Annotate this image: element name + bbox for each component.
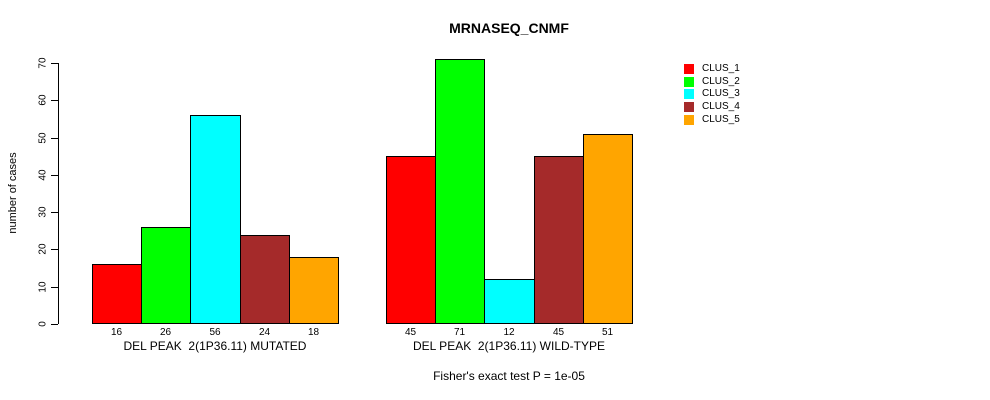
y-tick-label: 50	[37, 132, 49, 144]
y-tick	[51, 175, 58, 176]
y-tick-label: 40	[37, 169, 49, 181]
legend-item: CLUS_1	[684, 63, 740, 74]
bar-value-label: 16	[110, 327, 123, 338]
bar-value-label: 71	[453, 327, 466, 338]
bar-value-label: 51	[601, 327, 614, 338]
y-tick	[51, 138, 58, 139]
category-label-group1: DEL PEAK 2(1P36.11) MUTATED	[123, 339, 307, 353]
legend-label: CLUS_2	[702, 76, 740, 87]
legend-item: CLUS_4	[684, 101, 740, 112]
legend-item: CLUS_5	[684, 114, 740, 125]
legend-label: CLUS_1	[702, 63, 740, 74]
category-label-group2: DEL PEAK 2(1P36.11) WILD-TYPE	[412, 339, 606, 353]
y-tick	[51, 324, 58, 325]
bar-clus_3-group2	[484, 279, 535, 324]
legend-swatch	[684, 88, 694, 99]
chart-title: MRNASEQ_CNMF	[449, 20, 569, 36]
fisher-test-annotation: Fisher's exact test P = 1e-05	[433, 369, 585, 383]
y-tick-label: 20	[37, 243, 49, 255]
bar-clus_1-group1	[92, 264, 142, 324]
y-tick-label: 30	[37, 206, 49, 218]
bar-clus_5-group2	[583, 134, 633, 324]
legend-item: CLUS_3	[684, 88, 740, 99]
y-tick	[51, 212, 58, 213]
y-tick	[51, 100, 58, 101]
bar-value-label: 45	[404, 327, 417, 338]
legend-swatch	[684, 76, 694, 87]
legend-item: CLUS_2	[684, 76, 740, 87]
bar-value-label: 24	[258, 327, 271, 338]
bar-clus_5-group1	[289, 257, 339, 324]
bar-clus_4-group2	[534, 156, 584, 324]
y-tick	[51, 287, 58, 288]
legend-swatch	[684, 63, 694, 74]
legend-swatch	[684, 101, 694, 112]
legend-label: CLUS_3	[702, 88, 740, 99]
bar-value-label: 12	[503, 327, 515, 338]
bar-value-label: 45	[552, 327, 565, 338]
y-tick	[51, 249, 58, 250]
y-tick-label: 60	[37, 94, 49, 106]
legend-label: CLUS_5	[702, 114, 740, 125]
legend-swatch	[684, 114, 694, 125]
bar-value-label: 26	[159, 327, 172, 338]
bar-clus_4-group1	[240, 235, 290, 324]
bar-value-label: 18	[307, 327, 320, 338]
bar-value-label: 56	[209, 327, 221, 338]
legend-label: CLUS_4	[702, 101, 740, 112]
bar-clus_2-group2	[435, 59, 485, 324]
y-axis-line	[58, 63, 59, 324]
bar-clus_2-group1	[141, 227, 191, 324]
y-tick	[51, 63, 58, 64]
bar-clus_1-group2	[386, 156, 436, 324]
y-tick-label: 70	[37, 57, 49, 69]
y-tick-label: 10	[37, 281, 49, 293]
y-tick-label: 0	[37, 321, 49, 327]
bar-clus_3-group1	[190, 115, 241, 324]
